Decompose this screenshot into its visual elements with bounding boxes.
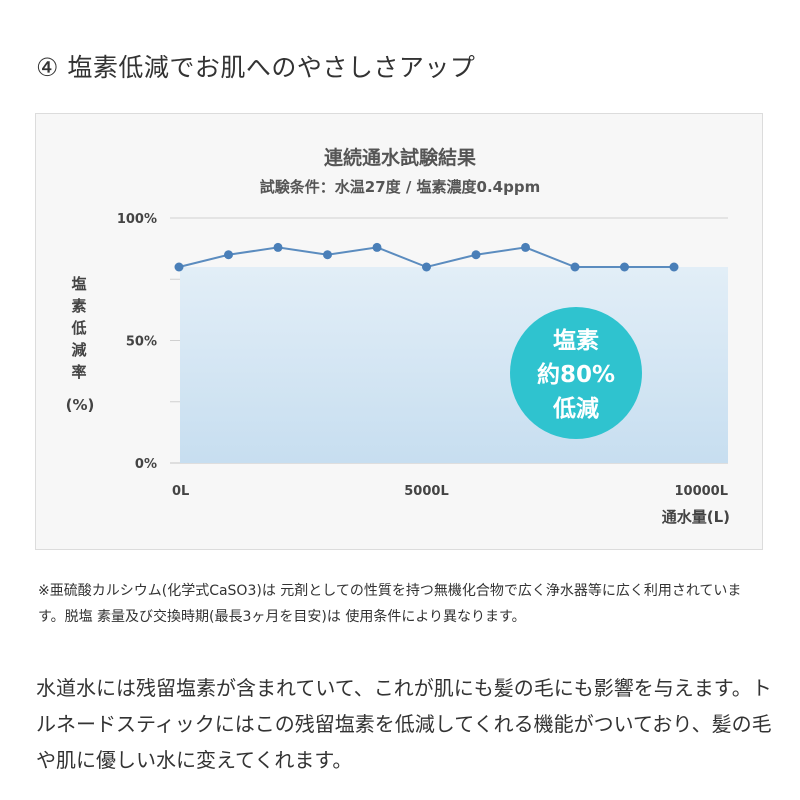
y-axis-label-char: 率 (71, 363, 87, 381)
y-tick-label: 100% (117, 212, 157, 227)
x-tick-label: 0L (172, 484, 189, 499)
y-axis-label-char: 減 (71, 341, 87, 359)
data-point (224, 250, 233, 260)
data-point (273, 242, 283, 252)
badge-circle (510, 307, 642, 439)
x-tick-label: 5000L (404, 484, 448, 499)
y-axis-label-char: 素 (71, 297, 87, 315)
y-axis-label-char: 塩 (71, 275, 87, 293)
data-point (471, 250, 481, 260)
chart-subtitle: 試験条件：水温27度 / 塩素濃度0.4ppm (259, 178, 541, 196)
badge-text: 低減 (552, 396, 599, 422)
x-tick-label: 10000L (674, 484, 728, 499)
description-text: 水道水には残留塩素が含まれていて、これが肌にも髪の毛にも影響を与えます。トルネー… (36, 676, 772, 772)
badge-text: 塩素 (553, 327, 599, 354)
data-point (570, 262, 580, 272)
y-tick-label: 50% (126, 335, 157, 350)
y-axis-label-char: 低 (71, 319, 87, 337)
section-heading: ④ 塩素低減でお肌へのやさしさアップ (36, 53, 476, 82)
chart-title: 連続通水試験結果 (323, 147, 476, 169)
data-point (620, 262, 629, 272)
data-point (521, 242, 530, 252)
chart-area-fill (180, 267, 728, 463)
data-point (669, 262, 679, 272)
y-tick-label: 0% (135, 457, 157, 472)
badge-text: 約80% (537, 361, 615, 388)
x-axis-label: 通水量(L) (661, 508, 730, 526)
data-point (174, 262, 184, 272)
data-point (372, 242, 382, 252)
data-point (422, 262, 431, 272)
y-axis-label: 塩 素 低 減 率 (64, 273, 94, 383)
data-point (323, 250, 332, 260)
footnote: ※亜硫酸カルシウム(化学式CaSO3)は 元剤としての性質を持つ無機化合物で広く… (38, 583, 742, 625)
y-axis-unit: (%) (65, 396, 95, 414)
